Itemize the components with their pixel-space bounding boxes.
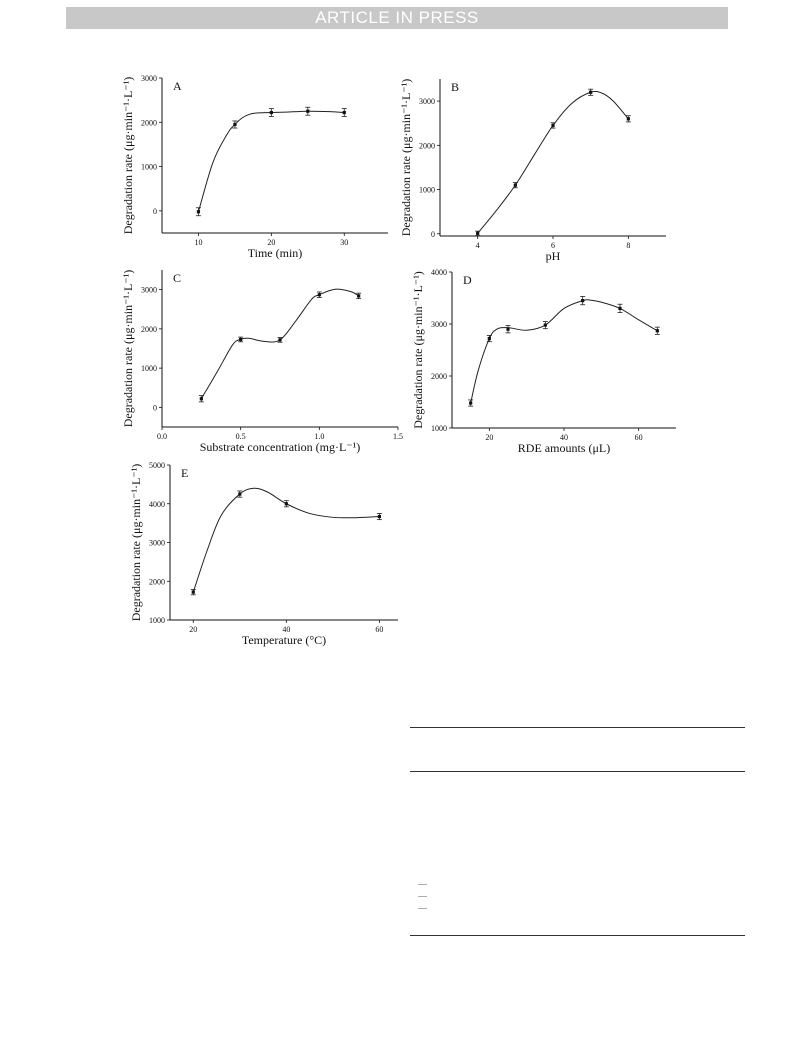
table-dash: — bbox=[418, 879, 427, 889]
data-point bbox=[377, 514, 381, 519]
data-point bbox=[191, 590, 195, 594]
fit-curve bbox=[192, 487, 380, 593]
x-axis-label: pH bbox=[546, 249, 561, 263]
x-tick-label: 1.5 bbox=[393, 432, 403, 441]
panel-letter: A bbox=[173, 79, 182, 93]
y-tick-label: 2000 bbox=[431, 372, 447, 381]
data-point bbox=[196, 210, 201, 214]
data-point bbox=[543, 323, 547, 327]
table-dash: — bbox=[418, 903, 427, 913]
y-tick-label: 4000 bbox=[431, 268, 447, 277]
x-tick-label: 8 bbox=[626, 241, 630, 250]
y-tick-label: 1000 bbox=[141, 163, 157, 172]
y-tick-label: 3000 bbox=[141, 286, 157, 295]
y-tick-label: 0 bbox=[431, 230, 435, 239]
y-tick-label: 2000 bbox=[141, 325, 157, 334]
x-tick-label: 20 bbox=[189, 625, 197, 634]
fit-curve bbox=[470, 299, 658, 404]
y-axis-label: Degradation rate (μg·min⁻¹·L⁻¹) bbox=[121, 77, 135, 235]
data-point bbox=[506, 327, 510, 331]
y-tick-label: 1000 bbox=[141, 364, 157, 373]
y-tick-label: 2000 bbox=[149, 577, 165, 586]
x-axis-label: Time (min) bbox=[248, 246, 303, 260]
data-point bbox=[199, 397, 203, 401]
data-point bbox=[357, 294, 361, 298]
data-point bbox=[284, 502, 288, 506]
data-point bbox=[476, 231, 480, 235]
panel-letter: D bbox=[463, 273, 472, 287]
y-tick-label: 0 bbox=[153, 403, 157, 412]
x-axis-label: RDE amounts (μL) bbox=[518, 441, 610, 455]
y-tick-label: 3000 bbox=[431, 320, 447, 329]
x-tick-label: 20 bbox=[485, 433, 493, 442]
table-bottom-rule bbox=[410, 935, 745, 936]
chart-panel-d: 1000 2000 3000 4000 20 40 60 RDE amounts (μL) De… bbox=[411, 268, 676, 455]
data-point bbox=[306, 109, 310, 113]
article-in-press-banner: ARTICLE IN PRESS bbox=[66, 7, 728, 29]
chart-panel-b: 0 1000 2000 3000 4 6 8 pH Degradation rate (μg·m… bbox=[399, 79, 666, 263]
data-point bbox=[239, 337, 243, 342]
x-tick-label: 10 bbox=[194, 238, 202, 247]
data-point bbox=[269, 110, 273, 115]
x-tick-label: 0.0 bbox=[157, 432, 167, 441]
x-tick-label: 20 bbox=[267, 238, 275, 247]
x-tick-label: 40 bbox=[282, 625, 290, 634]
y-axis-label: Degradation rate (μg·min⁻¹·L⁻¹) bbox=[121, 270, 135, 428]
y-tick-label: 5000 bbox=[149, 461, 165, 470]
table-header-rule bbox=[410, 771, 745, 772]
y-axis-label: Degradation rate (μg·min⁻¹·L⁻¹) bbox=[411, 271, 425, 429]
chart-panel-e: 1000 2000 3000 4000 5000 20 40 60 Temperature (°… bbox=[129, 461, 398, 647]
data-point bbox=[342, 110, 346, 115]
y-tick-label: 3000 bbox=[141, 74, 157, 83]
data-point bbox=[278, 338, 282, 342]
y-axis-label: Degradation rate (μg·min⁻¹·L⁻¹) bbox=[399, 79, 413, 237]
x-tick-label: 1.0 bbox=[314, 432, 324, 441]
data-point bbox=[317, 293, 321, 297]
chart-panel-c: 0 1000 2000 3000 0.0 0.5 1.0 1.5 Substrate conce… bbox=[121, 270, 403, 454]
data-point bbox=[618, 306, 622, 310]
x-tick-label: 60 bbox=[375, 625, 383, 634]
fit-curve bbox=[197, 110, 345, 212]
y-tick-label: 3000 bbox=[419, 97, 435, 106]
data-point bbox=[581, 299, 585, 303]
x-tick-label: 6 bbox=[551, 241, 555, 250]
x-tick-label: 40 bbox=[560, 433, 568, 442]
x-axis-label: Temperature (°C) bbox=[242, 633, 326, 647]
y-tick-label: 3000 bbox=[149, 539, 165, 548]
data-point bbox=[589, 90, 593, 94]
data-point bbox=[487, 336, 491, 341]
x-tick-label: 30 bbox=[340, 238, 348, 247]
y-tick-label: 1000 bbox=[431, 424, 447, 433]
y-tick-label: 2000 bbox=[419, 141, 435, 150]
table-top-rule bbox=[410, 727, 745, 728]
data-point bbox=[551, 123, 555, 128]
y-axis-label: Degradation rate (μg·min⁻¹·L⁻¹) bbox=[129, 464, 143, 622]
data-point bbox=[655, 329, 659, 333]
data-point bbox=[513, 183, 517, 187]
fit-curve bbox=[477, 90, 629, 234]
panel-letter: B bbox=[451, 80, 459, 94]
y-tick-label: 1000 bbox=[149, 616, 165, 625]
data-point bbox=[238, 492, 242, 496]
table-dash: — bbox=[418, 891, 427, 901]
x-tick-label: 60 bbox=[635, 433, 643, 442]
y-tick-label: 1000 bbox=[419, 186, 435, 195]
fit-curve bbox=[200, 288, 359, 399]
chart-panel-a: 0 1000 2000 3000 10 20 30 Time (min) Degradation… bbox=[121, 74, 388, 260]
data-point bbox=[233, 122, 237, 127]
data-point bbox=[626, 117, 630, 121]
y-tick-label: 4000 bbox=[149, 500, 165, 509]
x-tick-label: 4 bbox=[476, 241, 480, 250]
data-point bbox=[469, 401, 473, 405]
panel-letter: C bbox=[173, 271, 181, 285]
x-axis-label: Substrate concentration (mg·L⁻¹) bbox=[200, 440, 361, 454]
y-tick-label: 0 bbox=[153, 207, 157, 216]
x-tick-label: 0.5 bbox=[236, 432, 246, 441]
y-tick-label: 2000 bbox=[141, 118, 157, 127]
panel-letter: E bbox=[181, 466, 188, 480]
